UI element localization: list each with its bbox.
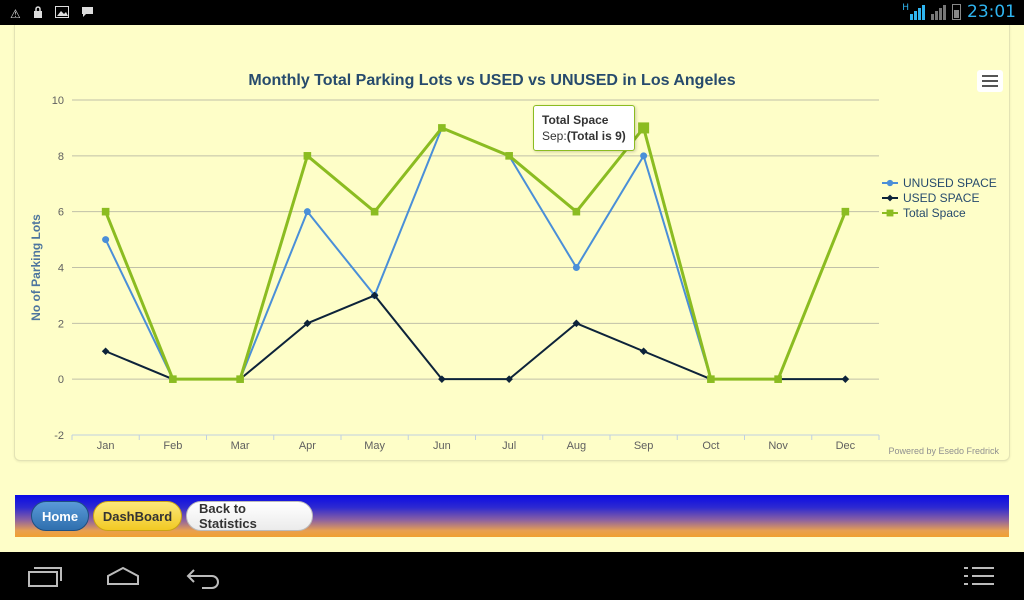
legend-label: USED SPACE [903, 191, 979, 205]
x-tick-label: Jun [433, 440, 451, 452]
wifi-signal-icon [931, 4, 946, 20]
tooltip-body: Sep:(Total is 9) [542, 128, 626, 144]
y-axis-label: No of Parking Lots [29, 214, 43, 321]
home-button[interactable]: Home [31, 501, 89, 531]
x-tick-label: Sep [634, 440, 654, 452]
data-point[interactable] [774, 375, 782, 383]
tooltip-category: Sep: [542, 129, 567, 143]
x-tick-label: Oct [702, 440, 719, 452]
y-tick-label: 8 [58, 151, 64, 163]
clock: 23:01 [967, 2, 1016, 22]
recent-apps-icon[interactable] [26, 562, 66, 590]
series-used-space [101, 291, 850, 383]
y-tick-label: 0 [58, 374, 64, 386]
dashboard-button[interactable]: DashBoard [93, 501, 182, 531]
x-tick-label: Feb [163, 440, 182, 452]
data-point[interactable] [640, 152, 648, 160]
data-point[interactable] [370, 291, 379, 300]
data-point[interactable] [303, 319, 312, 328]
data-point[interactable] [572, 264, 580, 271]
legend-label: UNUSED SPACE [903, 176, 997, 190]
lock-icon [33, 5, 43, 23]
chat-icon [81, 5, 94, 23]
y-tick-label: 10 [52, 95, 64, 107]
x-tick-label: Aug [567, 440, 587, 452]
x-tick-label: Apr [299, 440, 316, 452]
y-tick-label: 2 [58, 318, 64, 330]
network-type-label: H [902, 3, 909, 13]
x-tick-label: Nov [768, 440, 788, 452]
x-tick-label: May [364, 440, 385, 452]
data-point[interactable] [101, 347, 110, 356]
data-point[interactable] [438, 124, 446, 132]
menu-icon[interactable] [960, 562, 1000, 590]
data-point[interactable] [572, 319, 581, 328]
warning-icon: ⚠ [10, 7, 21, 21]
data-point[interactable] [886, 209, 894, 217]
series-line [105, 294, 846, 381]
navigation-bar [0, 552, 1024, 600]
data-point[interactable] [638, 122, 650, 134]
battery-icon [952, 4, 961, 20]
button-bar: Home DashBoard Back to Statistics [15, 495, 1009, 537]
y-tick-label: 6 [58, 207, 64, 219]
data-point[interactable] [886, 194, 894, 202]
data-point[interactable] [639, 347, 648, 356]
app-content: Monthly Total Parking Lots vs USED vs UN… [0, 25, 1024, 552]
chart-credit[interactable]: Powered by Esedo Fredrick [888, 446, 999, 456]
y-tick-label: 4 [58, 263, 64, 275]
data-point[interactable] [572, 207, 581, 216]
data-point[interactable] [303, 208, 311, 216]
data-point[interactable] [841, 207, 850, 216]
legend-item[interactable]: UNUSED SPACE [882, 176, 997, 190]
legend-item[interactable]: USED SPACE [882, 191, 979, 205]
data-point[interactable] [169, 375, 177, 383]
data-point[interactable] [102, 236, 110, 244]
data-point[interactable] [303, 152, 312, 160]
x-tick-label: Jul [502, 440, 516, 452]
data-point[interactable] [101, 207, 110, 216]
chart-tooltip: Total Space Sep:(Total is 9) [533, 105, 635, 151]
legend-item[interactable]: Total Space [882, 206, 966, 220]
tooltip-value: (Total is 9) [566, 129, 626, 143]
image-icon [54, 5, 69, 23]
data-point[interactable] [505, 375, 513, 383]
status-indicators: H 23:01 [902, 2, 1016, 22]
tooltip-title: Total Space [542, 113, 609, 127]
series-unused-space [102, 124, 782, 383]
notification-icons: ⚠ [10, 5, 94, 23]
data-point[interactable] [707, 375, 715, 383]
data-point[interactable] [438, 375, 446, 383]
chart-context-menu-button[interactable] [977, 70, 1003, 92]
data-point[interactable] [841, 375, 850, 383]
x-tick-label: Jan [97, 440, 115, 452]
chart-container: Monthly Total Parking Lots vs USED vs UN… [14, 25, 1010, 461]
data-point[interactable] [505, 152, 513, 160]
data-point[interactable] [370, 207, 379, 216]
data-point[interactable] [886, 179, 894, 187]
x-tick-label: Mar [231, 440, 250, 452]
status-bar: ⚠ H 23:01 [0, 0, 1024, 25]
series-line [104, 126, 847, 381]
x-tick-label: Dec [836, 440, 856, 452]
back-icon[interactable] [184, 562, 224, 590]
series-total-space [101, 122, 850, 383]
y-tick-label: -2 [54, 430, 64, 442]
home-icon[interactable] [104, 562, 144, 590]
line-chart: Monthly Total Parking Lots vs USED vs UN… [29, 72, 997, 452]
legend-label: Total Space [903, 206, 966, 220]
back-to-statistics-button[interactable]: Back to Statistics [186, 501, 313, 531]
signal-icon: H [902, 4, 925, 20]
chart-title: Monthly Total Parking Lots vs USED vs UN… [248, 72, 735, 89]
data-point[interactable] [236, 375, 244, 383]
